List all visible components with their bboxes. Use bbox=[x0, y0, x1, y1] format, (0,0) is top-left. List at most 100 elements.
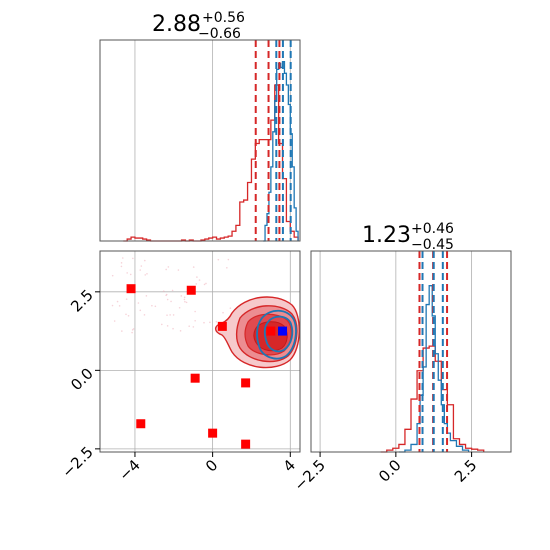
sample-dot bbox=[195, 283, 198, 285]
sample-dot bbox=[217, 258, 220, 261]
hist-y-xtick-label: −2.5 bbox=[290, 456, 328, 494]
sample-dot bbox=[188, 325, 190, 327]
sample-dot bbox=[143, 314, 146, 316]
sample-dot bbox=[169, 314, 171, 316]
scatter-ytick-label: −2.5 bbox=[58, 443, 96, 481]
hist-x-title: 2.88 bbox=[152, 12, 201, 37]
sample-dot bbox=[205, 282, 207, 285]
blue-contour-inner bbox=[263, 315, 294, 353]
scatter-ytick-label: 2.5 bbox=[67, 286, 97, 316]
sample-dot bbox=[178, 306, 181, 309]
sample-dot bbox=[209, 321, 211, 324]
sample-dot bbox=[111, 274, 114, 277]
sample-dot bbox=[166, 298, 169, 301]
scatter-ytick-label: 0.0 bbox=[67, 364, 97, 394]
red-marker bbox=[136, 419, 146, 429]
sample-dot bbox=[162, 290, 165, 292]
sample-dot bbox=[194, 319, 196, 322]
sample-dot bbox=[126, 272, 128, 274]
sample-dot bbox=[144, 274, 147, 276]
sample-dot bbox=[184, 300, 186, 303]
sample-dot bbox=[137, 302, 140, 304]
sample-dot bbox=[139, 309, 142, 312]
sample-dot bbox=[192, 326, 195, 328]
sample-dot bbox=[194, 310, 196, 313]
sample-dot bbox=[226, 267, 228, 269]
sample-dot bbox=[165, 294, 167, 297]
hist-y-series-1 bbox=[398, 285, 470, 453]
red-marker bbox=[266, 326, 276, 336]
red-marker bbox=[241, 439, 251, 449]
sample-dot bbox=[131, 331, 133, 334]
sample-dot bbox=[120, 262, 123, 264]
sample-dot bbox=[167, 266, 170, 268]
sample-dot bbox=[143, 259, 146, 262]
sample-dot bbox=[127, 314, 130, 317]
hist-y-title-upper: +0.46 bbox=[411, 221, 454, 237]
hist-y-title-lower: −0.45 bbox=[411, 237, 454, 253]
sample-dot bbox=[120, 265, 123, 268]
blue-marker bbox=[278, 326, 288, 336]
sample-dot bbox=[170, 300, 172, 303]
sample-dot bbox=[192, 266, 195, 268]
sample-dot bbox=[145, 295, 148, 297]
sample-dot bbox=[160, 323, 163, 326]
red-marker bbox=[126, 284, 136, 294]
hist-panel-x: 2.88 +0.56 −0.66 bbox=[99, 10, 301, 242]
sample-dot bbox=[121, 330, 123, 332]
sample-dot bbox=[154, 305, 157, 308]
scatter-frame bbox=[99, 250, 301, 453]
sample-dot bbox=[131, 329, 134, 331]
red-marker bbox=[241, 378, 251, 388]
sample-dot bbox=[146, 272, 148, 275]
sample-dot bbox=[121, 257, 124, 259]
hist-panel-y: −2.5 0.0 2.5 1.23 +0.46 −0.45 bbox=[290, 221, 512, 495]
scatter-xtick-label: 0 bbox=[202, 456, 221, 475]
red-marker bbox=[208, 428, 218, 438]
sample-dot bbox=[203, 283, 206, 286]
red-marker bbox=[190, 373, 200, 383]
sample-dot bbox=[111, 304, 114, 307]
hist-x-series-0 bbox=[123, 84, 299, 242]
sample-dot bbox=[227, 258, 230, 261]
sample-dot bbox=[172, 327, 174, 330]
sample-dot bbox=[185, 301, 188, 304]
density-contours bbox=[214, 296, 300, 369]
sample-dot bbox=[140, 265, 143, 267]
sample-dot bbox=[171, 289, 174, 292]
sample-dot bbox=[180, 295, 183, 297]
sample-dot bbox=[125, 298, 128, 300]
scatter-panel: −4 0 4 −2.5 0.0 2.5 bbox=[58, 250, 301, 484]
sample-dot bbox=[165, 268, 167, 271]
sample-dot bbox=[229, 307, 232, 309]
sample-dot bbox=[151, 304, 153, 307]
sample-dot bbox=[179, 330, 182, 332]
hist-x-frame bbox=[99, 39, 301, 242]
sample-dot bbox=[113, 320, 116, 322]
red-marker bbox=[186, 285, 196, 295]
sample-dot bbox=[198, 279, 201, 281]
hist-y-frame bbox=[310, 250, 512, 453]
hist-y-xtick-label: 2.5 bbox=[451, 456, 481, 486]
sample-dot bbox=[166, 314, 168, 316]
sample-dot bbox=[139, 269, 142, 271]
sample-dot bbox=[183, 298, 186, 301]
sample-dot bbox=[203, 321, 205, 324]
sample-dot bbox=[177, 269, 180, 271]
sample-dot bbox=[118, 305, 121, 307]
red-marker bbox=[217, 321, 227, 331]
sample-dot bbox=[125, 313, 127, 316]
hist-y-xtick-label: 0.0 bbox=[375, 456, 405, 486]
sample-dot bbox=[132, 257, 134, 260]
scatter-xtick-label: −4 bbox=[115, 456, 143, 484]
sample-dot bbox=[196, 276, 198, 278]
sample-dot bbox=[129, 273, 132, 276]
sample-dot bbox=[183, 296, 186, 299]
scatter-xtick-label: 4 bbox=[280, 456, 299, 475]
sample-dot bbox=[215, 320, 218, 323]
sample-dot bbox=[166, 325, 169, 327]
blue-contour-outer bbox=[256, 309, 297, 360]
sample-dot bbox=[172, 314, 175, 316]
hist-y-title: 1.23 bbox=[362, 223, 411, 248]
sample-dot bbox=[222, 311, 224, 314]
